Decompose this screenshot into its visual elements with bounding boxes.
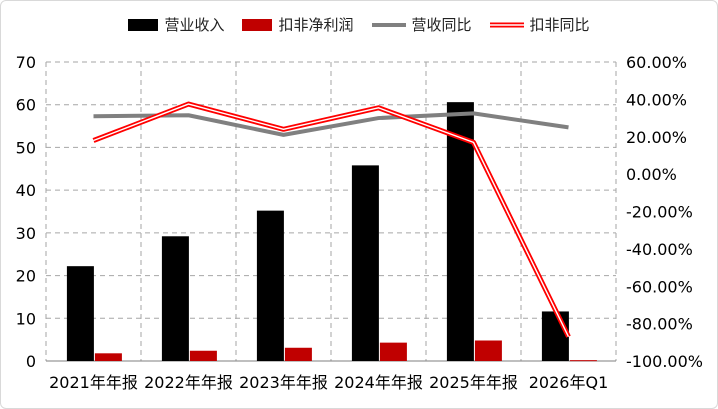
legend-swatch-revenue-yoy <box>371 22 406 27</box>
bar-revenue <box>541 311 569 361</box>
legend-item-net-profit-yoy: 扣非同比 <box>489 14 590 35</box>
bar-revenue <box>351 165 379 361</box>
x-tick-label: 2024年年报 <box>334 373 423 392</box>
y-right-tick-label: 40.00% <box>626 90 687 109</box>
y-left-tick-label: 0 <box>26 352 36 371</box>
x-tick-label: 2025年年报 <box>429 373 518 392</box>
x-tick-label: 2021年年报 <box>49 373 138 392</box>
y-left-tick-label: 50 <box>16 138 36 157</box>
bar-net-profit <box>189 350 217 361</box>
legend-item-net-profit: 扣非净利润 <box>242 14 354 35</box>
bar-net-profit <box>379 342 407 361</box>
y-left-tick-label: 40 <box>16 181 36 200</box>
legend: 营业收入 扣非净利润 营收同比 扣非同比 <box>0 14 718 35</box>
bar-net-profit <box>474 340 502 361</box>
legend-item-revenue: 营业收入 <box>128 14 224 35</box>
bar-revenue <box>66 266 94 361</box>
y-left-tick-label: 30 <box>16 224 36 243</box>
line-revenue-yoy <box>93 111 569 137</box>
bar-revenue <box>256 210 284 361</box>
x-tick-label: 2023年年报 <box>239 373 328 392</box>
legend-label-net-profit-yoy: 扣非同比 <box>529 16 590 34</box>
legend-item-revenue-yoy: 营收同比 <box>371 14 472 35</box>
x-tick-label: 2026年Q1 <box>529 373 609 392</box>
y-left-tick-label: 60 <box>16 96 36 115</box>
y-right-tick-label: -60.00% <box>626 277 693 296</box>
y-right-tick-label: -80.00% <box>626 315 693 334</box>
legend-swatch-net-profit <box>242 18 273 31</box>
y-right-tick-label: 20.00% <box>626 128 687 147</box>
bar-net-profit <box>94 353 122 361</box>
legend-label-revenue: 营业收入 <box>164 16 225 34</box>
bar-revenue <box>446 102 474 361</box>
x-tick-label: 2022年年报 <box>144 373 233 392</box>
legend-swatch-revenue <box>128 18 159 31</box>
legend-label-revenue-yoy: 营收同比 <box>411 16 472 34</box>
y-left-tick-label: 70 <box>16 53 36 72</box>
legend-label-net-profit: 扣非净利润 <box>278 16 354 34</box>
y-right-tick-label: -20.00% <box>626 203 693 222</box>
line-net-profit-yoy-inner <box>93 103 570 338</box>
y-right-tick-label: -100.00% <box>626 352 703 371</box>
legend-swatch-net-profit-yoy <box>489 22 524 27</box>
y-left-tick-label: 20 <box>16 267 36 286</box>
y-left-tick-label: 10 <box>16 309 36 328</box>
bar-net-profit <box>569 360 597 362</box>
bar-revenue <box>161 236 189 361</box>
y-right-tick-label: 60.00% <box>626 53 687 72</box>
bar-net-profit <box>284 347 312 361</box>
y-right-tick-label: -40.00% <box>626 240 693 259</box>
y-right-tick-label: 0.00% <box>626 165 677 184</box>
